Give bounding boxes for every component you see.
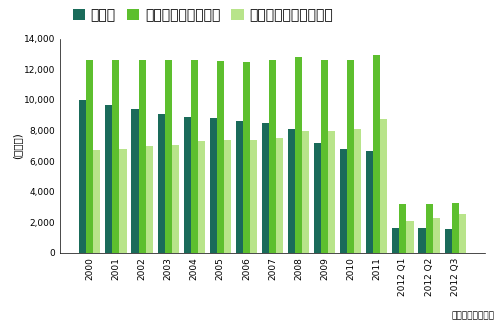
Bar	[94, 150, 100, 253]
Legend: 百貨店, スーパーマーケット, コンビニエンスストア: 百貨店, スーパーマーケット, コンビニエンスストア	[67, 3, 338, 28]
Bar	[374, 55, 380, 253]
Bar	[210, 118, 217, 253]
Bar	[288, 129, 295, 253]
Bar	[164, 60, 172, 253]
Bar	[190, 60, 198, 253]
Bar	[138, 60, 145, 253]
Bar	[295, 57, 302, 253]
Bar	[80, 100, 86, 253]
Bar	[217, 61, 224, 253]
Bar	[198, 141, 205, 253]
Bar	[184, 117, 190, 253]
Bar	[243, 62, 250, 253]
Bar	[120, 149, 126, 253]
Text: 出所：経済産業省: 出所：経済産業省	[452, 312, 495, 321]
Bar	[418, 228, 426, 253]
Bar	[354, 129, 362, 253]
Bar	[380, 119, 388, 253]
Bar	[340, 149, 347, 253]
Bar	[236, 121, 243, 253]
Bar	[86, 60, 94, 253]
Bar	[276, 138, 283, 253]
Bar	[112, 60, 119, 253]
Bar	[321, 60, 328, 253]
Bar	[158, 114, 164, 253]
Bar	[224, 141, 231, 253]
Bar	[444, 229, 452, 253]
Bar	[269, 60, 276, 253]
Bar	[172, 145, 178, 253]
Y-axis label: (百万円): (百万円)	[12, 133, 22, 159]
Bar	[432, 218, 440, 253]
Bar	[366, 151, 374, 253]
Bar	[406, 221, 414, 253]
Bar	[302, 131, 309, 253]
Bar	[314, 143, 321, 253]
Bar	[347, 60, 354, 253]
Bar	[426, 204, 432, 253]
Bar	[250, 140, 257, 253]
Bar	[328, 131, 335, 253]
Bar	[400, 204, 406, 253]
Bar	[392, 228, 400, 253]
Bar	[146, 146, 152, 253]
Bar	[452, 203, 458, 253]
Bar	[458, 214, 466, 253]
Bar	[132, 110, 138, 253]
Bar	[106, 105, 112, 253]
Bar	[262, 122, 269, 253]
